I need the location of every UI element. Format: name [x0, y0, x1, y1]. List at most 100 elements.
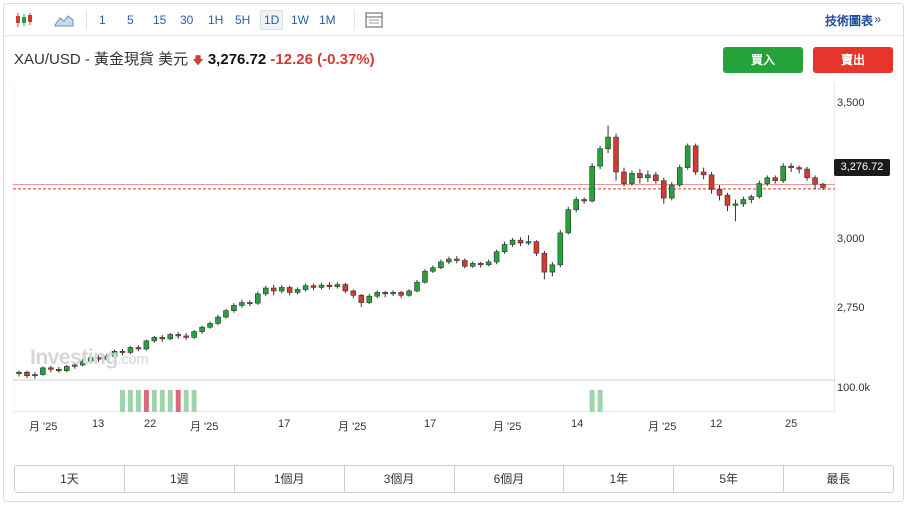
- timeframe-1m[interactable]: 1M: [319, 13, 336, 27]
- candle-body: [247, 302, 253, 305]
- timeframe-1[interactable]: 1: [99, 13, 106, 27]
- candle-body: [111, 351, 118, 357]
- volume-bar: [127, 390, 133, 412]
- candle-body: [366, 295, 373, 303]
- timeframe-5[interactable]: 5: [127, 13, 134, 27]
- volume-axis-label: 100.0k: [837, 382, 871, 394]
- candle-body: [255, 293, 261, 304]
- candle-body: [740, 199, 747, 205]
- candle-body: [716, 189, 723, 196]
- candle-body: [772, 177, 779, 181]
- candle-body: [629, 173, 635, 184]
- chart-widget: 1 5 15 30 1H 5H 1D 1W 1M 技術圖表 » XAU/USD - 黃金現貨 美…: [3, 3, 904, 502]
- range-button[interactable]: 1年: [564, 466, 675, 492]
- chart-toolbar: 1 5 15 30 1H 5H 1D 1W 1M 技術圖表 »: [4, 4, 903, 36]
- buy-button[interactable]: 買入: [723, 47, 803, 73]
- volume-bar: [589, 390, 595, 412]
- candle-body: [756, 183, 763, 197]
- candle-body: [382, 292, 388, 295]
- candle-body: [270, 287, 277, 292]
- arrow-down-icon: 🡇: [192, 55, 204, 67]
- candle-body: [812, 177, 818, 185]
- candle-body: [302, 285, 309, 290]
- timeframe-1d[interactable]: 1D: [260, 10, 284, 30]
- candle-body: [215, 316, 221, 324]
- candle-body: [804, 168, 810, 179]
- candle-body: [589, 165, 595, 202]
- timeframe-15[interactable]: 15: [153, 13, 167, 27]
- candle-body: [645, 174, 651, 179]
- candle-body: [390, 292, 396, 295]
- candle-body: [127, 347, 134, 353]
- range-button[interactable]: 1週: [125, 466, 235, 492]
- candle-body: [748, 196, 755, 200]
- range-button[interactable]: 最長: [826, 472, 851, 486]
- candle-body: [151, 337, 158, 342]
- x-tick-label: 13: [92, 418, 105, 430]
- timeframe-1h[interactable]: 1H: [208, 13, 224, 27]
- candle-body: [103, 355, 110, 360]
- candle-body: [637, 173, 643, 179]
- toolbar-divider: [354, 10, 355, 30]
- volume-bar: [183, 390, 189, 412]
- candle-body: [223, 310, 229, 318]
- price-change: -12.26: [270, 51, 313, 68]
- y-tick-label: 3,500: [837, 97, 865, 109]
- volume-bar: [143, 390, 149, 412]
- candle-body: [32, 374, 38, 377]
- candle-body: [549, 264, 556, 273]
- candle-body: [621, 171, 627, 184]
- x-tick-label: 月 '25: [29, 421, 58, 433]
- candle-body: [414, 281, 420, 292]
- candle-body: [692, 145, 699, 173]
- x-tick-label: 17: [278, 418, 291, 430]
- y-tick-label: 2,750: [837, 302, 865, 314]
- technical-chart-link[interactable]: 技術圖表: [824, 14, 873, 28]
- candle-body: [501, 244, 508, 253]
- range-button[interactable]: 1個月: [235, 466, 345, 492]
- x-tick-label: 月 '25: [648, 421, 677, 433]
- chevron-right-icon[interactable]: »: [874, 12, 881, 26]
- candle-body: [430, 267, 436, 272]
- range-button[interactable]: 3個月: [345, 466, 455, 492]
- range-button[interactable]: 5年: [674, 466, 785, 492]
- candle-body: [63, 366, 70, 372]
- price-chart[interactable]: [13, 82, 835, 412]
- candle-body: [708, 174, 715, 190]
- candle-body: [48, 367, 54, 370]
- x-tick-label: 14: [571, 418, 584, 430]
- instrument-name: XAU/USD - 黃金現貨 美元: [14, 51, 189, 68]
- candlestick-chart-icon[interactable]: [12, 9, 36, 31]
- candle-body: [446, 258, 452, 263]
- timeframe-1w[interactable]: 1W: [291, 13, 309, 27]
- sell-button[interactable]: 賣出: [813, 47, 893, 73]
- candle-body: [183, 335, 189, 338]
- timeframe-30[interactable]: 30: [180, 13, 194, 27]
- candle-body: [143, 340, 150, 350]
- candle-body: [422, 270, 428, 283]
- x-tick-label: 22: [144, 418, 157, 430]
- x-tick-label: 月 '25: [493, 421, 522, 433]
- candle-body: [493, 251, 500, 263]
- data-table-icon[interactable]: [362, 9, 386, 31]
- candle-body: [310, 285, 317, 288]
- candle-body: [732, 203, 739, 206]
- candle-body: [820, 183, 826, 188]
- candle-body: [191, 331, 197, 338]
- x-tick-label: 25: [785, 418, 798, 430]
- candle-body: [263, 287, 269, 295]
- candle-body: [95, 357, 102, 360]
- x-tick-label: 月 '25: [338, 421, 367, 433]
- candle-body: [525, 241, 532, 244]
- candle-body: [294, 289, 301, 293]
- range-button[interactable]: 1天: [15, 466, 125, 492]
- price-change-percent: (-0.37%): [317, 51, 375, 68]
- candle-body: [87, 357, 94, 362]
- candle-body: [668, 184, 675, 199]
- range-button[interactable]: 6個月: [455, 466, 565, 492]
- candle-body: [565, 209, 572, 234]
- candle-body: [533, 241, 540, 254]
- timeframe-5h[interactable]: 5H: [235, 13, 251, 27]
- area-chart-icon[interactable]: [52, 9, 76, 31]
- candle-body: [358, 294, 365, 303]
